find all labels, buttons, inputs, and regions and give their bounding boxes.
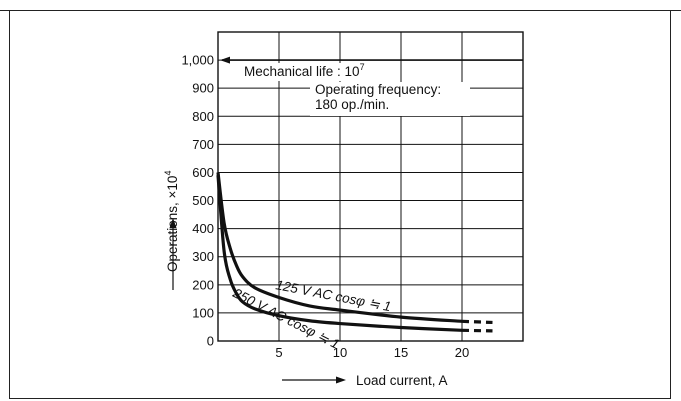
mechanical-life-label-bg bbox=[239, 63, 399, 81]
x-axis-title: Load current, A bbox=[282, 373, 448, 388]
operating-frequency-line2: 180 op./min. bbox=[315, 97, 389, 112]
y-axis-title: Operations, ×104 bbox=[163, 171, 180, 290]
y-axis-label: Operations, ×104 bbox=[163, 171, 180, 272]
y-axis-arrow-head bbox=[169, 218, 177, 228]
x-tick-label: 15 bbox=[394, 345, 408, 360]
tick-labels: 0 100 200 300 400 500 600 700 800 900 1,000 5 10 15 20 bbox=[181, 53, 469, 360]
y-tick-label: 700 bbox=[192, 137, 214, 152]
x-tick-label: 5 bbox=[275, 345, 282, 360]
mechanical-life-arrow bbox=[220, 56, 230, 64]
mechanical-life-exponent: 7 bbox=[360, 62, 365, 72]
y-tick-label: 500 bbox=[192, 193, 214, 208]
series-dashed-extension-0 bbox=[461, 319, 493, 325]
x-tick-label: 20 bbox=[455, 345, 469, 360]
y-tick-label: 800 bbox=[192, 109, 214, 124]
series-line-1 bbox=[216, 175, 463, 332]
mechanical-life-marker: Mechanical life : 107 bbox=[220, 56, 523, 81]
y-tick-label: 200 bbox=[192, 277, 214, 292]
y-tick-label: 0 bbox=[207, 334, 214, 349]
y-tick-label: 300 bbox=[192, 249, 214, 264]
y-axis-label-exponent: 4 bbox=[163, 171, 173, 176]
x-tick-label: 10 bbox=[333, 345, 347, 360]
x-axis-label: Load current, A bbox=[356, 373, 448, 388]
y-tick-label: 900 bbox=[192, 81, 214, 96]
y-tick-label: 1,000 bbox=[181, 53, 214, 68]
y-tick-label: 600 bbox=[192, 165, 214, 180]
mechanical-life-label: Mechanical life : 107 bbox=[244, 62, 365, 79]
curves bbox=[216, 172, 493, 333]
y-tick-label: 400 bbox=[192, 221, 214, 236]
series-dashed-extension-1 bbox=[461, 328, 493, 333]
y-tick-label: 100 bbox=[192, 305, 214, 320]
series-line-0 bbox=[216, 172, 463, 323]
operating-frequency-annotation: Operating frequency: 180 op./min. bbox=[310, 82, 470, 116]
operating-frequency-bg bbox=[310, 82, 470, 116]
x-axis-arrow-head bbox=[336, 376, 346, 384]
operating-frequency-line1: Operating frequency: bbox=[315, 82, 441, 97]
